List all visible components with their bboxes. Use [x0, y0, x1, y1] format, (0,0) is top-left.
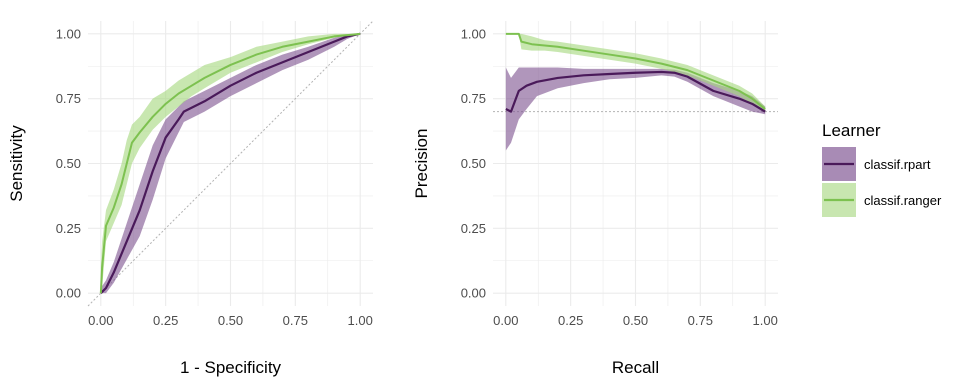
x-tick-label: 0.00 — [88, 313, 113, 328]
x-axis-title: 1 - Specificity — [180, 358, 282, 377]
series-line-rpart — [100, 32, 361, 294]
y-tick-label: 1.00 — [56, 26, 81, 41]
x-tick-label: 0.50 — [623, 313, 648, 328]
legend-title: Learner — [822, 121, 881, 140]
x-tick-label: 0.25 — [153, 313, 178, 328]
x-tick-label: 0.50 — [218, 313, 243, 328]
y-axis-title: Sensitivity — [7, 125, 26, 202]
x-tick-label: 0.00 — [493, 313, 518, 328]
x-tick-label: 1.00 — [753, 313, 778, 328]
legend-item-ranger: classif.ranger — [822, 183, 942, 217]
y-tick-label: 0.50 — [56, 156, 81, 171]
series-line-ranger — [505, 32, 766, 110]
roc-panel: 0.00 0.25 0.50 0.75 1.00 0.00 0.25 0.50 0.75 1.00… — [7, 20, 374, 377]
confidence-band-ranger — [100, 33, 361, 294]
legend: Learner classif.rpart classif.ranger — [822, 121, 942, 217]
x-axis-title: Recall — [612, 358, 659, 377]
x-tick-label: 1.00 — [348, 313, 373, 328]
x-tick-label: 0.75 — [283, 313, 308, 328]
y-tick-label: 1.00 — [461, 26, 486, 41]
series-line-rpart — [505, 70, 766, 113]
y-tick-label: 0.00 — [56, 286, 81, 301]
series-line-ranger — [99, 32, 361, 294]
legend-label-rpart: classif.rpart — [864, 157, 931, 172]
x-tick-label: 0.75 — [688, 313, 713, 328]
y-tick-label: 0.75 — [56, 91, 81, 106]
y-tick-label: 0.25 — [56, 221, 81, 236]
y-tick-label: 0.75 — [461, 91, 486, 106]
legend-label-ranger: classif.ranger — [864, 193, 942, 208]
y-tick-label: 0.25 — [461, 221, 486, 236]
reference-diagonal-line — [87, 20, 374, 307]
grid — [493, 21, 778, 306]
confidence-band-ranger — [505, 33, 766, 112]
y-tick-label: 0.00 — [461, 286, 486, 301]
y-axis-title: Precision — [412, 129, 431, 199]
pr-panel: 0.00 0.25 0.50 0.75 1.00 0.00 0.25 0.50 0.75 1.00… — [412, 21, 778, 377]
y-tick-label: 0.50 — [461, 156, 486, 171]
confidence-band-rpart — [505, 67, 766, 151]
x-tick-label: 0.25 — [558, 313, 583, 328]
legend-item-rpart: classif.rpart — [822, 147, 931, 181]
